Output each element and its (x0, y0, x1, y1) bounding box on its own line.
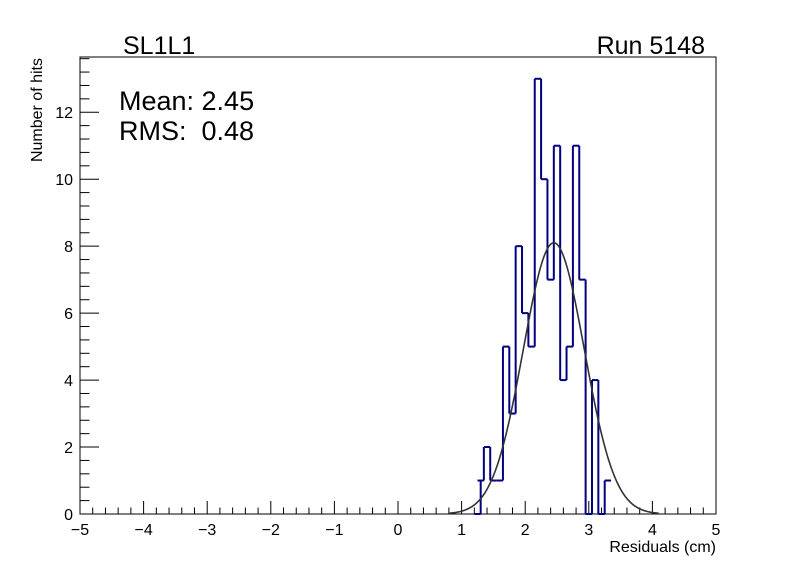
y-axis-label: Number of hits (29, 58, 46, 162)
x-tick-label: 4 (648, 522, 657, 539)
y-tick-label: 4 (64, 373, 73, 390)
histogram-group (474, 77, 612, 515)
y-tick-label: 6 (64, 306, 73, 323)
x-tick-label: −4 (134, 522, 152, 539)
y-tick-label: 10 (55, 172, 73, 189)
x-tick-label: 3 (584, 522, 593, 539)
y-tick-label: 12 (55, 105, 73, 122)
axis-ticks-group (79, 58, 717, 515)
x-axis-label: Residuals (cm) (609, 539, 716, 556)
x-tick-label: −5 (71, 522, 89, 539)
x-tick-label: 2 (521, 522, 530, 539)
stats-mean: Mean: 2.45 (119, 86, 254, 116)
y-tick-label: 0 (64, 507, 73, 524)
fit-curve-group (448, 242, 659, 515)
x-tick-label: 5 (712, 522, 721, 539)
x-tick-label: 1 (457, 522, 466, 539)
gaussian-fit-curve (448, 242, 659, 515)
x-tick-label: 0 (394, 522, 403, 539)
x-tick-label: −3 (198, 522, 216, 539)
chart-title-right: Run 5148 (597, 32, 705, 60)
x-tick-label: −1 (325, 522, 343, 539)
y-tick-label: 2 (64, 440, 73, 457)
y-tick-label: 8 (64, 239, 73, 256)
x-tick-label: −2 (262, 522, 280, 539)
chart-title-left: SL1L1 (123, 32, 195, 60)
stats-rms: RMS: 0.48 (119, 116, 254, 146)
